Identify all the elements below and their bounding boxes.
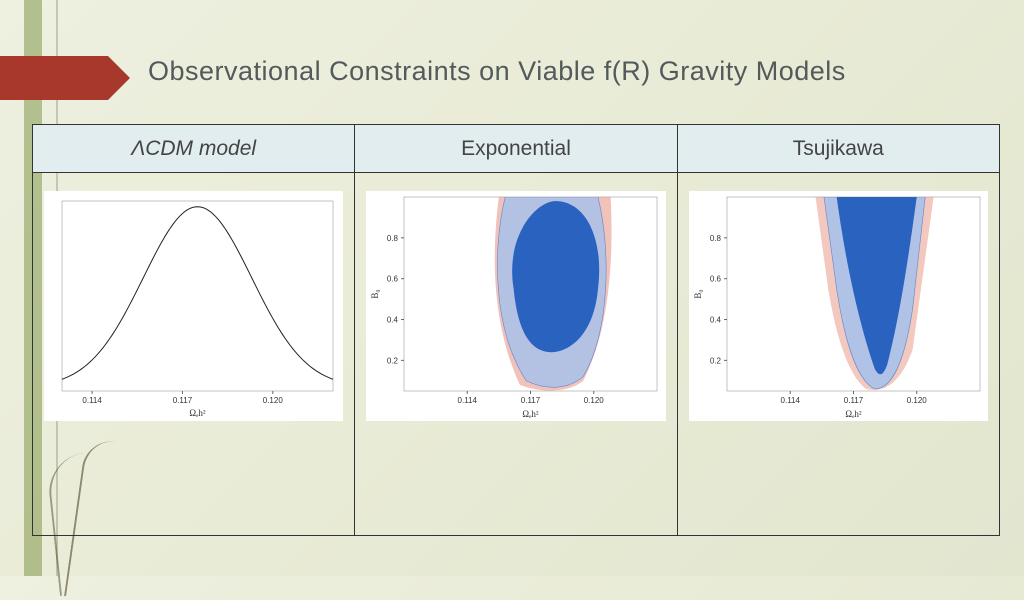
svg-text:Ωₑh²: Ωₑh² xyxy=(189,408,205,418)
tsujikawa-contour-plot: 0.114 0.117 0.120 0.2 0.4 0.6 0.8 Ωₑh² B₀ xyxy=(689,191,988,421)
arrow-body xyxy=(0,56,108,100)
page-title: Observational Constraints on Viable f(R)… xyxy=(148,56,846,87)
svg-text:0.120: 0.120 xyxy=(263,396,284,405)
exponential-contour-plot: 0.114 0.117 0.120 0.2 0.4 0.6 0.8 Ωₑh² B₀ xyxy=(366,191,665,421)
models-table: ΛCDM model Exponential Tsujikawa 0.1140.… xyxy=(32,124,1000,536)
cell-lcdm: 0.114 0.117 0.120 Ωₑh² xyxy=(33,173,354,535)
col-label: ΛCDM model xyxy=(131,137,256,161)
table-body-row: 0.1140.1170.120Ωₑh² 0.1140.1170.1200.20.… xyxy=(33,173,999,535)
svg-text:0.2: 0.2 xyxy=(387,356,399,365)
svg-text:0.8: 0.8 xyxy=(710,234,722,243)
lcdm-likelihood-plot: 0.114 0.117 0.120 Ωₑh² xyxy=(44,191,343,421)
arrow-head-icon xyxy=(108,56,130,100)
cell-exponential: 0.114 0.117 0.120 0.2 0.4 0.6 0.8 Ωₑh² B₀ xyxy=(354,173,676,535)
svg-text:0.114: 0.114 xyxy=(780,396,800,405)
col-label: Exponential xyxy=(461,137,571,161)
svg-text:0.4: 0.4 xyxy=(387,316,399,325)
svg-text:0.117: 0.117 xyxy=(843,396,863,405)
title-arrow-banner xyxy=(0,56,130,100)
svg-text:0.6: 0.6 xyxy=(710,275,722,284)
svg-text:0.120: 0.120 xyxy=(584,396,605,405)
col-header-lcdm: ΛCDM model xyxy=(33,125,354,172)
col-label: Tsujikawa xyxy=(793,137,884,161)
cell-tsujikawa: 0.114 0.117 0.120 0.2 0.4 0.6 0.8 Ωₑh² B₀ xyxy=(677,173,999,535)
svg-text:0.6: 0.6 xyxy=(387,275,399,284)
svg-text:0.114: 0.114 xyxy=(82,396,102,405)
svg-text:0.8: 0.8 xyxy=(387,234,399,243)
svg-text:Ωₑh²: Ωₑh² xyxy=(845,409,861,419)
svg-text:B₀: B₀ xyxy=(370,289,380,298)
svg-text:0.117: 0.117 xyxy=(521,396,541,405)
col-header-tsujikawa: Tsujikawa xyxy=(677,125,999,172)
svg-text:0.120: 0.120 xyxy=(906,396,927,405)
svg-text:0.2: 0.2 xyxy=(710,356,722,365)
svg-text:0.114: 0.114 xyxy=(458,396,478,405)
svg-text:0.4: 0.4 xyxy=(710,316,722,325)
svg-text:Ωₑh²: Ωₑh² xyxy=(523,409,539,419)
svg-text:0.117: 0.117 xyxy=(173,396,193,405)
svg-text:B₀: B₀ xyxy=(693,289,703,298)
col-header-exponential: Exponential xyxy=(354,125,676,172)
table-header-row: ΛCDM model Exponential Tsujikawa xyxy=(33,125,999,173)
